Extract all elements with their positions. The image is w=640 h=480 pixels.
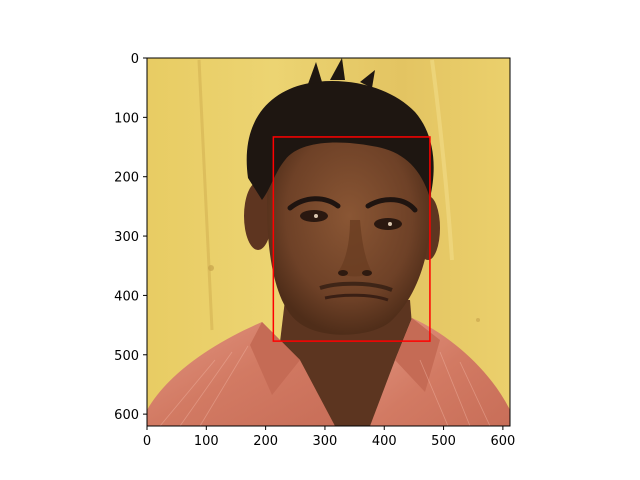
y-tick-label: 600: [114, 408, 139, 423]
portrait-photo: [147, 58, 510, 426]
x-axis-ticks: 0 100 200 300 400 500 600: [143, 426, 515, 449]
y-tick-label: 300: [114, 230, 139, 245]
x-tick-label: 100: [194, 434, 219, 449]
y-tick-label: 400: [114, 289, 139, 304]
x-tick-label: 500: [431, 434, 456, 449]
x-tick-label: 0: [143, 434, 151, 449]
y-tick-label: 200: [114, 171, 139, 186]
y-tick-label: 500: [114, 349, 139, 364]
y-tick-label: 0: [131, 52, 139, 67]
x-tick-label: 300: [313, 434, 338, 449]
y-axis-ticks: 0 100 200 300 400 500 600: [114, 52, 147, 423]
y-tick-label: 100: [114, 111, 139, 126]
x-tick-label: 200: [253, 434, 278, 449]
x-tick-label: 400: [372, 434, 397, 449]
x-tick-label: 600: [490, 434, 515, 449]
